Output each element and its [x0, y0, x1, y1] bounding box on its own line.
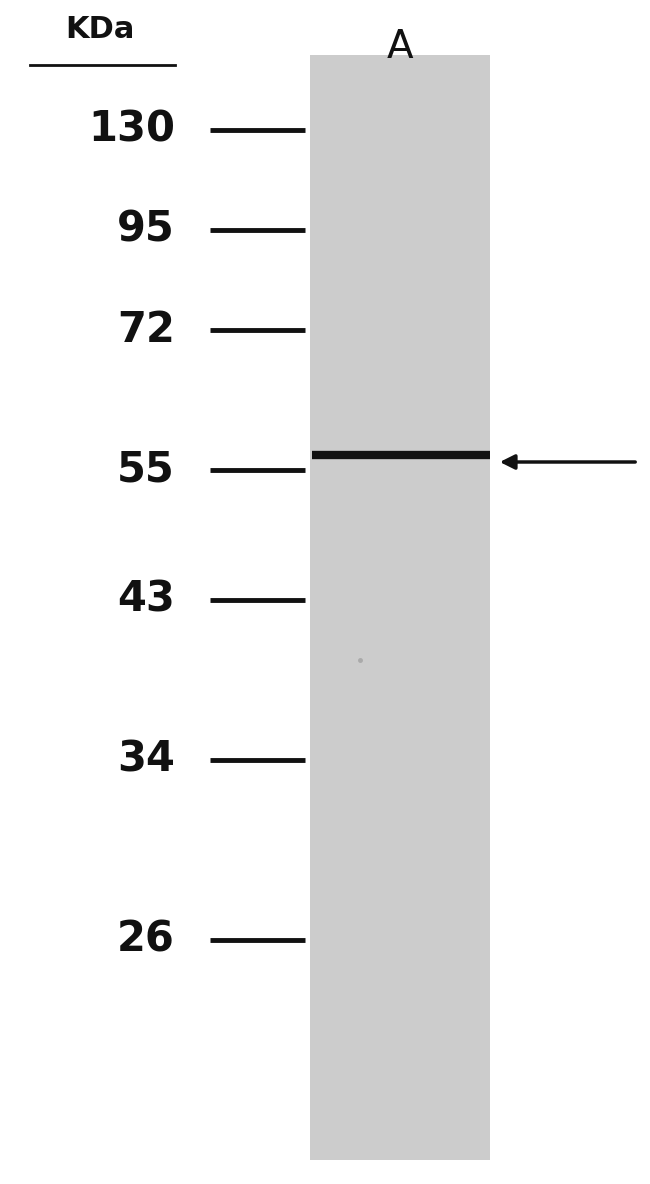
Text: 95: 95 — [117, 210, 175, 251]
Text: 34: 34 — [117, 739, 175, 781]
Bar — [310, 54, 490, 1160]
Text: A: A — [387, 28, 413, 66]
Text: 72: 72 — [117, 309, 175, 350]
Text: 130: 130 — [88, 109, 175, 152]
Text: 43: 43 — [117, 579, 175, 620]
Text: 26: 26 — [117, 919, 175, 961]
Text: KDa: KDa — [65, 15, 135, 44]
Text: 55: 55 — [117, 449, 175, 491]
